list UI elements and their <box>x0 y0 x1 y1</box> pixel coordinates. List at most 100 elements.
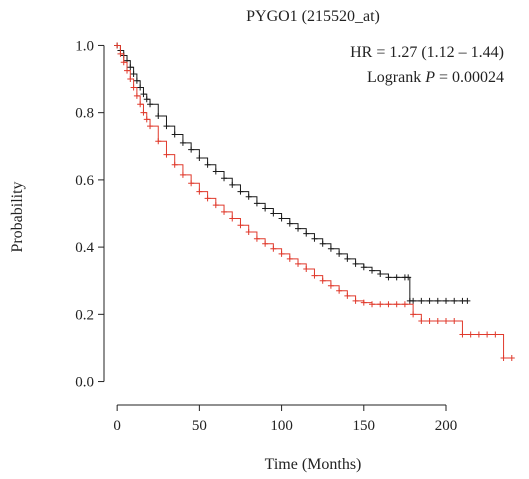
censor-mark <box>229 181 236 188</box>
x-tick-label: 150 <box>353 418 376 434</box>
censor-mark <box>377 271 384 277</box>
censor-mark <box>295 225 302 232</box>
censor-mark <box>410 311 417 318</box>
censor-mark <box>188 180 195 187</box>
x-axis-title: Time (Months) <box>265 456 362 473</box>
censor-mark <box>124 67 131 74</box>
censor-mark <box>418 318 425 325</box>
censor-mark <box>140 109 147 116</box>
censor-mark <box>245 193 252 200</box>
censor-mark <box>130 71 137 78</box>
censor-mark <box>426 297 433 304</box>
censor-mark <box>127 64 134 71</box>
censor-mark <box>385 301 392 308</box>
censor-mark <box>270 210 277 217</box>
censor-mark <box>393 274 400 281</box>
censor-mark <box>401 301 408 308</box>
censor-mark <box>451 318 458 325</box>
censor-mark <box>171 161 178 168</box>
censor-mark <box>229 215 236 222</box>
logrank-prefix: Logrank <box>367 69 425 86</box>
censor-mark <box>143 96 150 103</box>
chart-title: PYGO1 (215520_at) <box>246 8 380 25</box>
censor-mark <box>212 202 219 209</box>
censor-mark <box>336 287 343 294</box>
censor-mark <box>426 318 433 325</box>
censor-mark <box>344 255 351 262</box>
y-tick-label: 0.8 <box>75 106 94 122</box>
censor-mark <box>303 230 310 237</box>
censor-marks-2 <box>114 42 515 362</box>
censor-mark <box>492 331 499 338</box>
censor-mark <box>179 139 186 146</box>
censor-mark <box>443 318 450 325</box>
censor-mark <box>443 297 450 304</box>
censor-mark <box>344 292 351 299</box>
censor-mark <box>137 84 144 91</box>
censor-mark <box>147 101 154 108</box>
censor-mark <box>196 155 203 162</box>
censor-mark <box>451 297 458 304</box>
censor-mark <box>163 123 170 130</box>
censor-mark <box>221 175 228 182</box>
censor-mark <box>467 331 474 338</box>
censor-mark <box>434 318 441 325</box>
censor-mark <box>360 299 367 306</box>
censor-mark <box>303 265 310 272</box>
censor-mark <box>278 215 285 222</box>
censor-mark <box>327 282 334 289</box>
censor-mark <box>237 222 244 229</box>
censor-mark <box>377 301 384 308</box>
censor-marks-1 <box>114 42 471 304</box>
logrank-value: = 0.00024 <box>435 69 504 86</box>
censor-mark <box>127 76 134 83</box>
x-tick-label: 50 <box>192 418 207 434</box>
logrank-annotation: Logrank P = 0.00024 <box>367 69 504 86</box>
censor-mark <box>369 301 376 308</box>
censor-mark <box>278 250 285 257</box>
censor-mark <box>336 250 343 257</box>
y-axis-title: Probability <box>9 181 26 252</box>
x-tick-label: 0 <box>113 418 121 434</box>
censor-mark <box>204 195 211 202</box>
censor-mark <box>188 146 195 153</box>
censor-mark <box>319 240 326 247</box>
censor-mark <box>163 151 170 158</box>
censor-mark <box>155 138 162 145</box>
censor-mark <box>286 255 293 262</box>
censor-mark <box>133 92 140 99</box>
censor-mark <box>270 245 277 252</box>
censor-mark <box>434 297 441 304</box>
censor-mark <box>327 245 334 252</box>
censor-mark <box>352 297 359 304</box>
survival-curve-2 <box>117 44 512 359</box>
axes <box>98 44 447 411</box>
censor-mark <box>253 235 260 242</box>
censor-mark <box>475 331 482 338</box>
censor-mark <box>212 168 219 175</box>
censor-mark <box>369 267 376 274</box>
x-tick-label: 200 <box>435 418 458 434</box>
y-tick-label: 0.0 <box>75 375 94 391</box>
censor-mark <box>117 50 124 57</box>
censor-mark <box>393 301 400 308</box>
y-tick-label: 0.2 <box>75 307 94 323</box>
censor-mark <box>143 116 150 123</box>
censor-mark <box>245 228 252 235</box>
censor-mark <box>405 274 412 281</box>
logrank-p-symbol: P <box>424 69 435 86</box>
hazard-ratio-annotation: HR = 1.27 (1.12 – 1.44) <box>350 44 504 61</box>
censor-mark <box>385 274 392 281</box>
censor-mark <box>262 240 269 247</box>
censor-mark <box>295 260 302 267</box>
censor-mark <box>120 59 127 66</box>
censor-mark <box>155 113 162 120</box>
censor-mark <box>459 331 466 338</box>
censor-mark <box>464 297 471 304</box>
censor-mark <box>196 188 203 195</box>
censor-mark <box>133 77 140 84</box>
censor-mark <box>484 331 491 338</box>
censor-mark <box>410 297 417 304</box>
